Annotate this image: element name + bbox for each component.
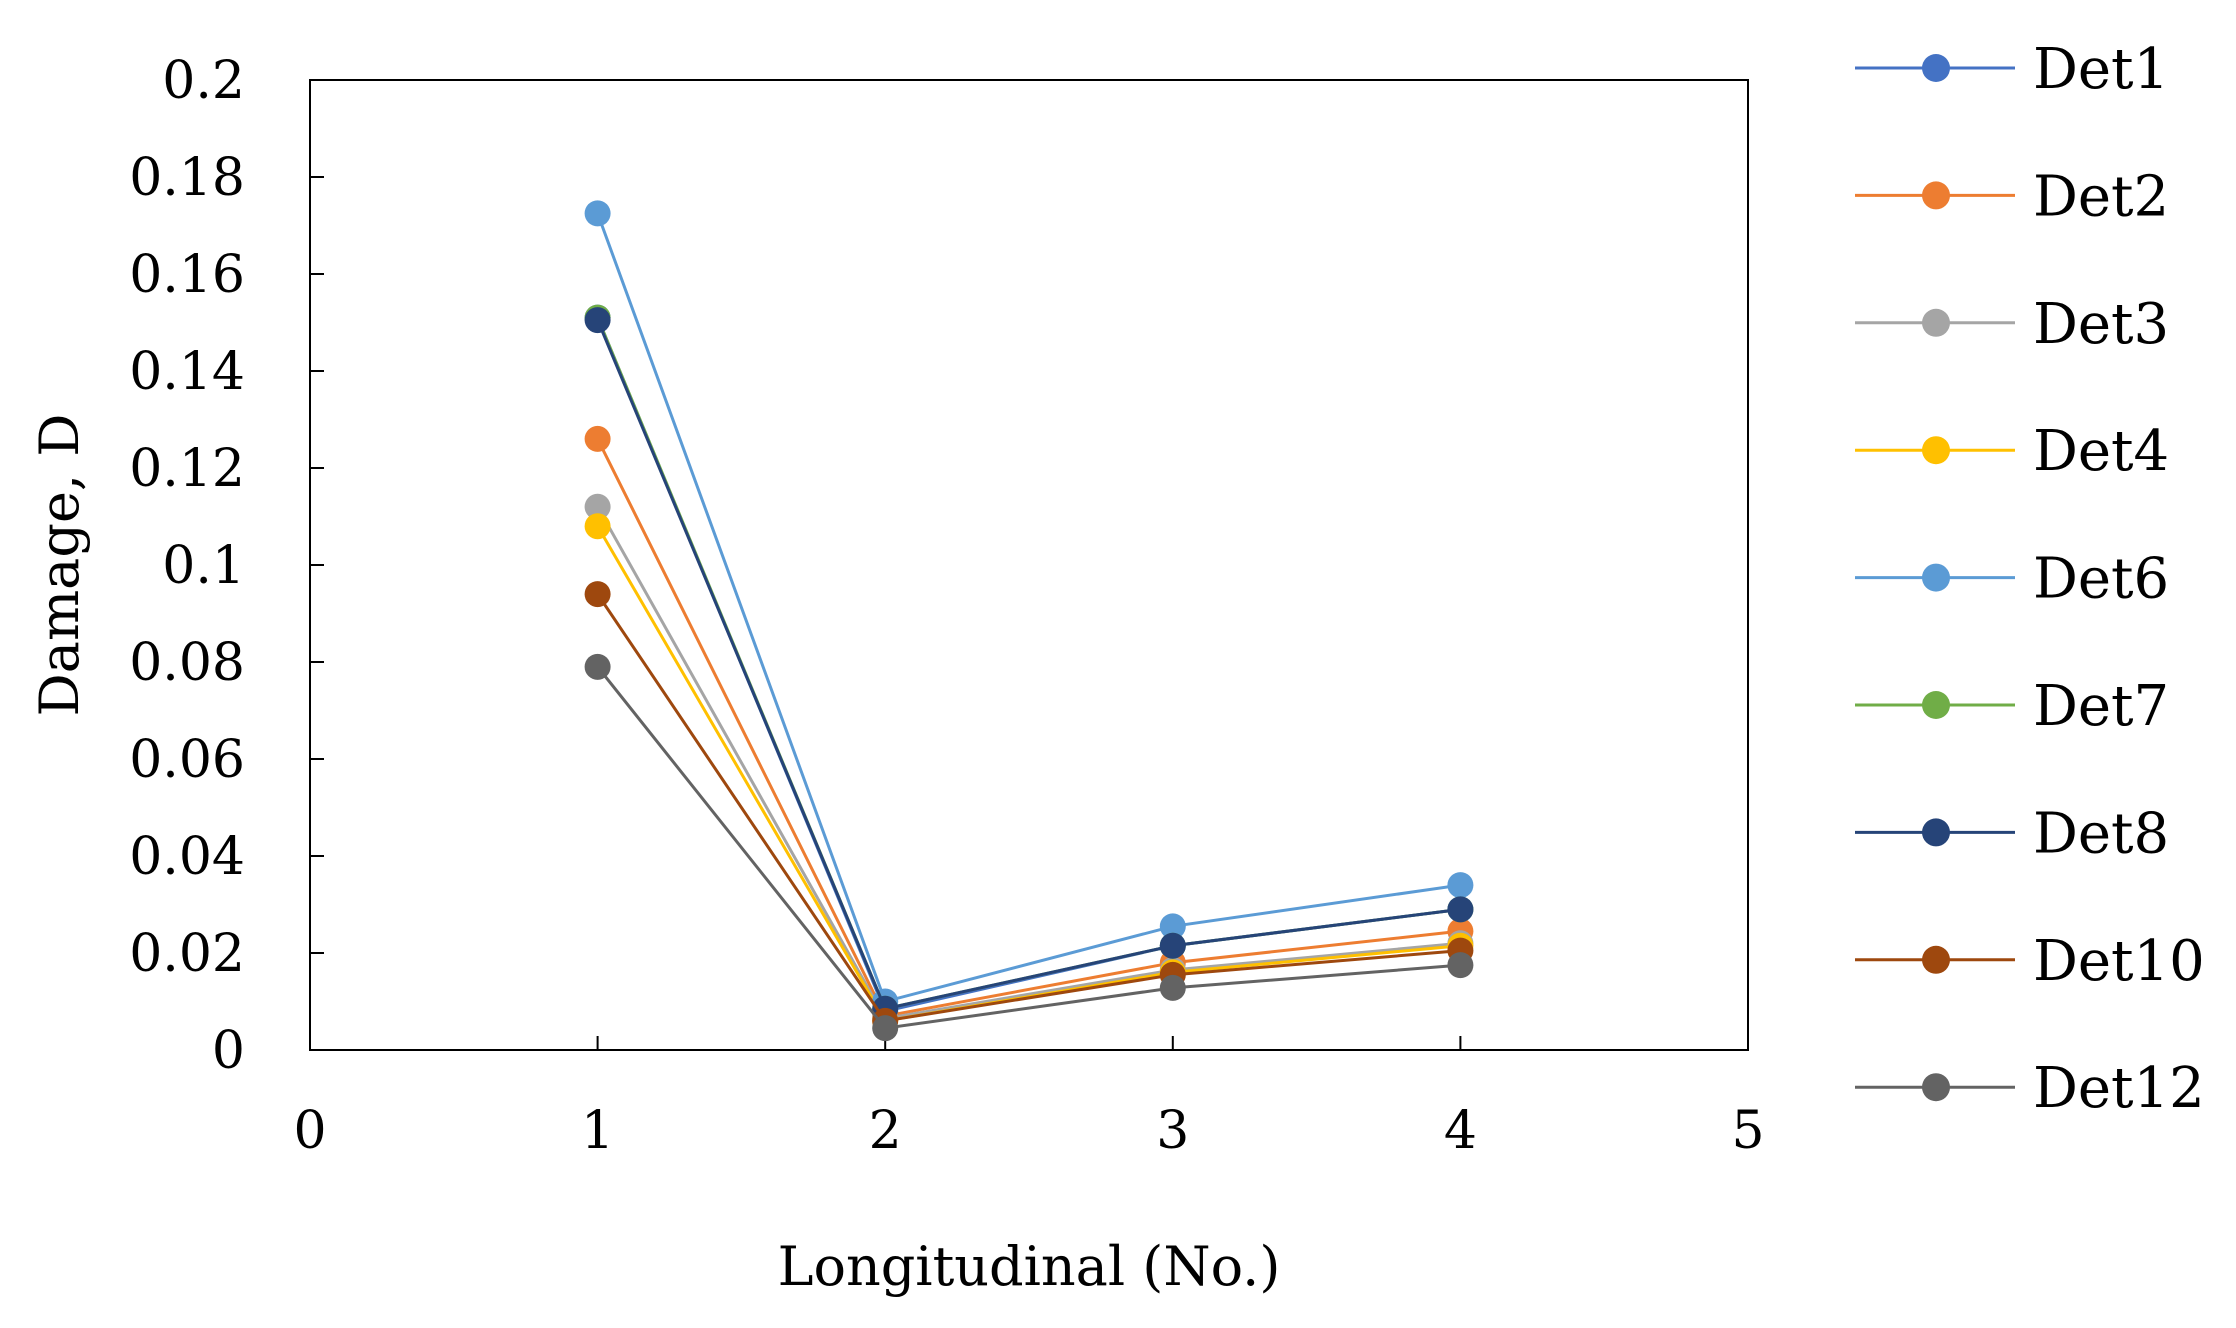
x-axis-ticks: 0 1 2 3 4 5 [293,1036,1765,1161]
legend-marker-det6 [1922,563,1950,592]
legend-item-det6: Det6 [1855,547,2169,612]
legend-marker-det7 [1922,691,1950,719]
legend-label-det8: Det8 [2033,801,2169,866]
y-tick-label: 0.04 [129,827,245,887]
legend-marker-det10 [1922,945,1950,974]
x-tick-label: 3 [1156,1101,1189,1161]
y-tick-label: 0.14 [129,342,245,402]
data-point-det12 [872,1015,899,1042]
legend-marker-det12 [1922,1073,1950,1102]
data-point-det12 [1447,952,1474,979]
data-point-det6 [1159,913,1186,940]
y-tick-label: 0.1 [162,536,245,596]
y-tick-label: 0 [212,1021,245,1081]
data-point-det8 [1447,896,1474,923]
y-axis-label: Damage, D [28,413,91,716]
data-point-det2 [584,425,611,452]
series-det12 [584,653,1474,1042]
legend-item-det10: Det10 [1855,929,2205,994]
y-tick-label: 0.02 [129,924,245,984]
legend-item-det1: Det1 [1855,37,2169,102]
x-tick-label: 5 [1731,1101,1764,1161]
y-tick-label: 0.12 [129,439,245,499]
legend-marker-det3 [1922,308,1950,337]
legend-item-det2: Det2 [1855,164,2169,229]
legend-label-det3: Det3 [2033,292,2169,357]
series-line-det10 [596,593,1461,1023]
legend-item-det3: Det3 [1855,292,2169,357]
legend-label-det2: Det2 [2033,164,2169,229]
y-tick-label: 0.08 [129,633,245,693]
x-tick-label: 0 [293,1101,326,1161]
data-point-det12 [584,653,611,680]
data-point-det6 [584,200,611,227]
data-point-det6 [1447,872,1474,899]
x-tick-label: 1 [581,1101,614,1161]
legend-marker-det8 [1922,818,1950,847]
series-line-det3 [596,506,1461,1021]
legend-label-det4: Det4 [2033,419,2169,484]
y-tick-label: 0.16 [129,245,245,305]
legend-marker-det1 [1922,54,1950,82]
series-det6 [584,200,1474,1015]
data-point-det8 [584,307,611,334]
y-axis-ticks: 0 0.02 0.04 0.06 0.08 0.1 0.12 0.14 0.16 0.18 0.2 [129,51,324,1081]
y-tick-label: 0.18 [129,148,245,208]
y-tick-label: 0.2 [162,51,245,111]
legend-item-det8: Det8 [1855,801,2169,866]
x-tick-label: 4 [1444,1101,1477,1161]
legend-marker-det4 [1922,436,1950,465]
x-tick-label: 2 [869,1101,902,1161]
series-line-det6 [596,212,1461,1004]
data-point-det10 [584,581,611,608]
legend-marker-det2 [1922,181,1950,210]
data-point-det3 [584,493,611,520]
legend: Det1 Det2 Det3 Det4 Det6 Det7 Det8 Det10 Det12 [1855,37,2205,1121]
legend-label-det6: Det6 [2033,547,2169,612]
data-point-det4 [584,513,611,540]
series-line-det12 [596,665,1461,1030]
data-point-det8 [1159,932,1186,959]
legend-item-det7: Det7 [1855,674,2169,739]
legend-item-det4: Det4 [1855,419,2169,484]
data-point-det12 [1159,974,1186,1001]
series-layer [584,200,1474,1042]
legend-label-det7: Det7 [2033,674,2169,739]
y-tick-label: 0.06 [129,730,245,790]
legend-label-det12: Det12 [2033,1056,2205,1121]
series-line-det8 [596,319,1461,1011]
legend-label-det1: Det1 [2033,37,2169,102]
series-line-det2 [596,438,1461,1018]
legend-item-det12: Det12 [1855,1056,2205,1121]
x-axis-label: Longitudinal (No.) [778,1235,1281,1298]
legend-label-det10: Det10 [2033,929,2205,994]
